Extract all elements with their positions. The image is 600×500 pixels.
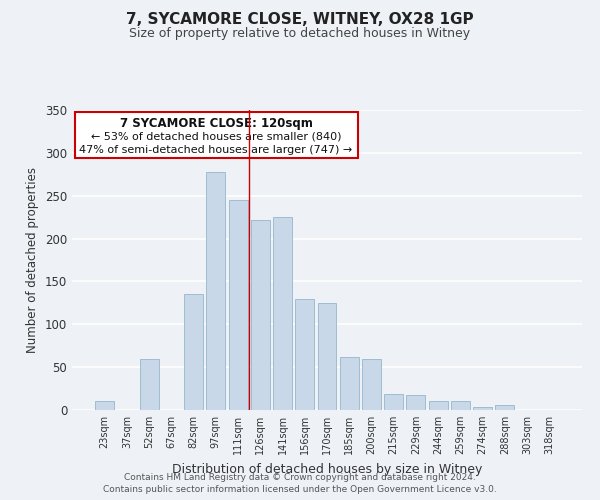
Text: ← 53% of detached houses are smaller (840): ← 53% of detached houses are smaller (84… [91, 132, 341, 142]
Text: 7 SYCAMORE CLOSE: 120sqm: 7 SYCAMORE CLOSE: 120sqm [119, 118, 313, 130]
Text: Size of property relative to detached houses in Witney: Size of property relative to detached ho… [130, 28, 470, 40]
Bar [451, 402, 470, 410]
Bar [229, 200, 248, 410]
Text: Contains HM Land Registry data © Crown copyright and database right 2024.: Contains HM Land Registry data © Crown c… [124, 472, 476, 482]
Bar [295, 298, 314, 410]
Text: Contains public sector information licensed under the Open Government Licence v3: Contains public sector information licen… [103, 485, 497, 494]
Bar [184, 294, 203, 410]
FancyBboxPatch shape [74, 112, 358, 158]
Bar [140, 358, 158, 410]
Bar [406, 396, 425, 410]
Bar [362, 358, 381, 410]
X-axis label: Distribution of detached houses by size in Witney: Distribution of detached houses by size … [172, 462, 482, 475]
Text: 7, SYCAMORE CLOSE, WITNEY, OX28 1GP: 7, SYCAMORE CLOSE, WITNEY, OX28 1GP [126, 12, 474, 28]
Y-axis label: Number of detached properties: Number of detached properties [26, 167, 40, 353]
Bar [95, 402, 114, 410]
Bar [384, 394, 403, 410]
Bar [340, 357, 359, 410]
Bar [429, 402, 448, 410]
Text: 47% of semi-detached houses are larger (747) →: 47% of semi-detached houses are larger (… [79, 146, 353, 156]
Bar [206, 172, 225, 410]
Bar [496, 405, 514, 410]
Bar [473, 406, 492, 410]
Bar [317, 303, 337, 410]
Bar [251, 220, 270, 410]
Bar [273, 217, 292, 410]
